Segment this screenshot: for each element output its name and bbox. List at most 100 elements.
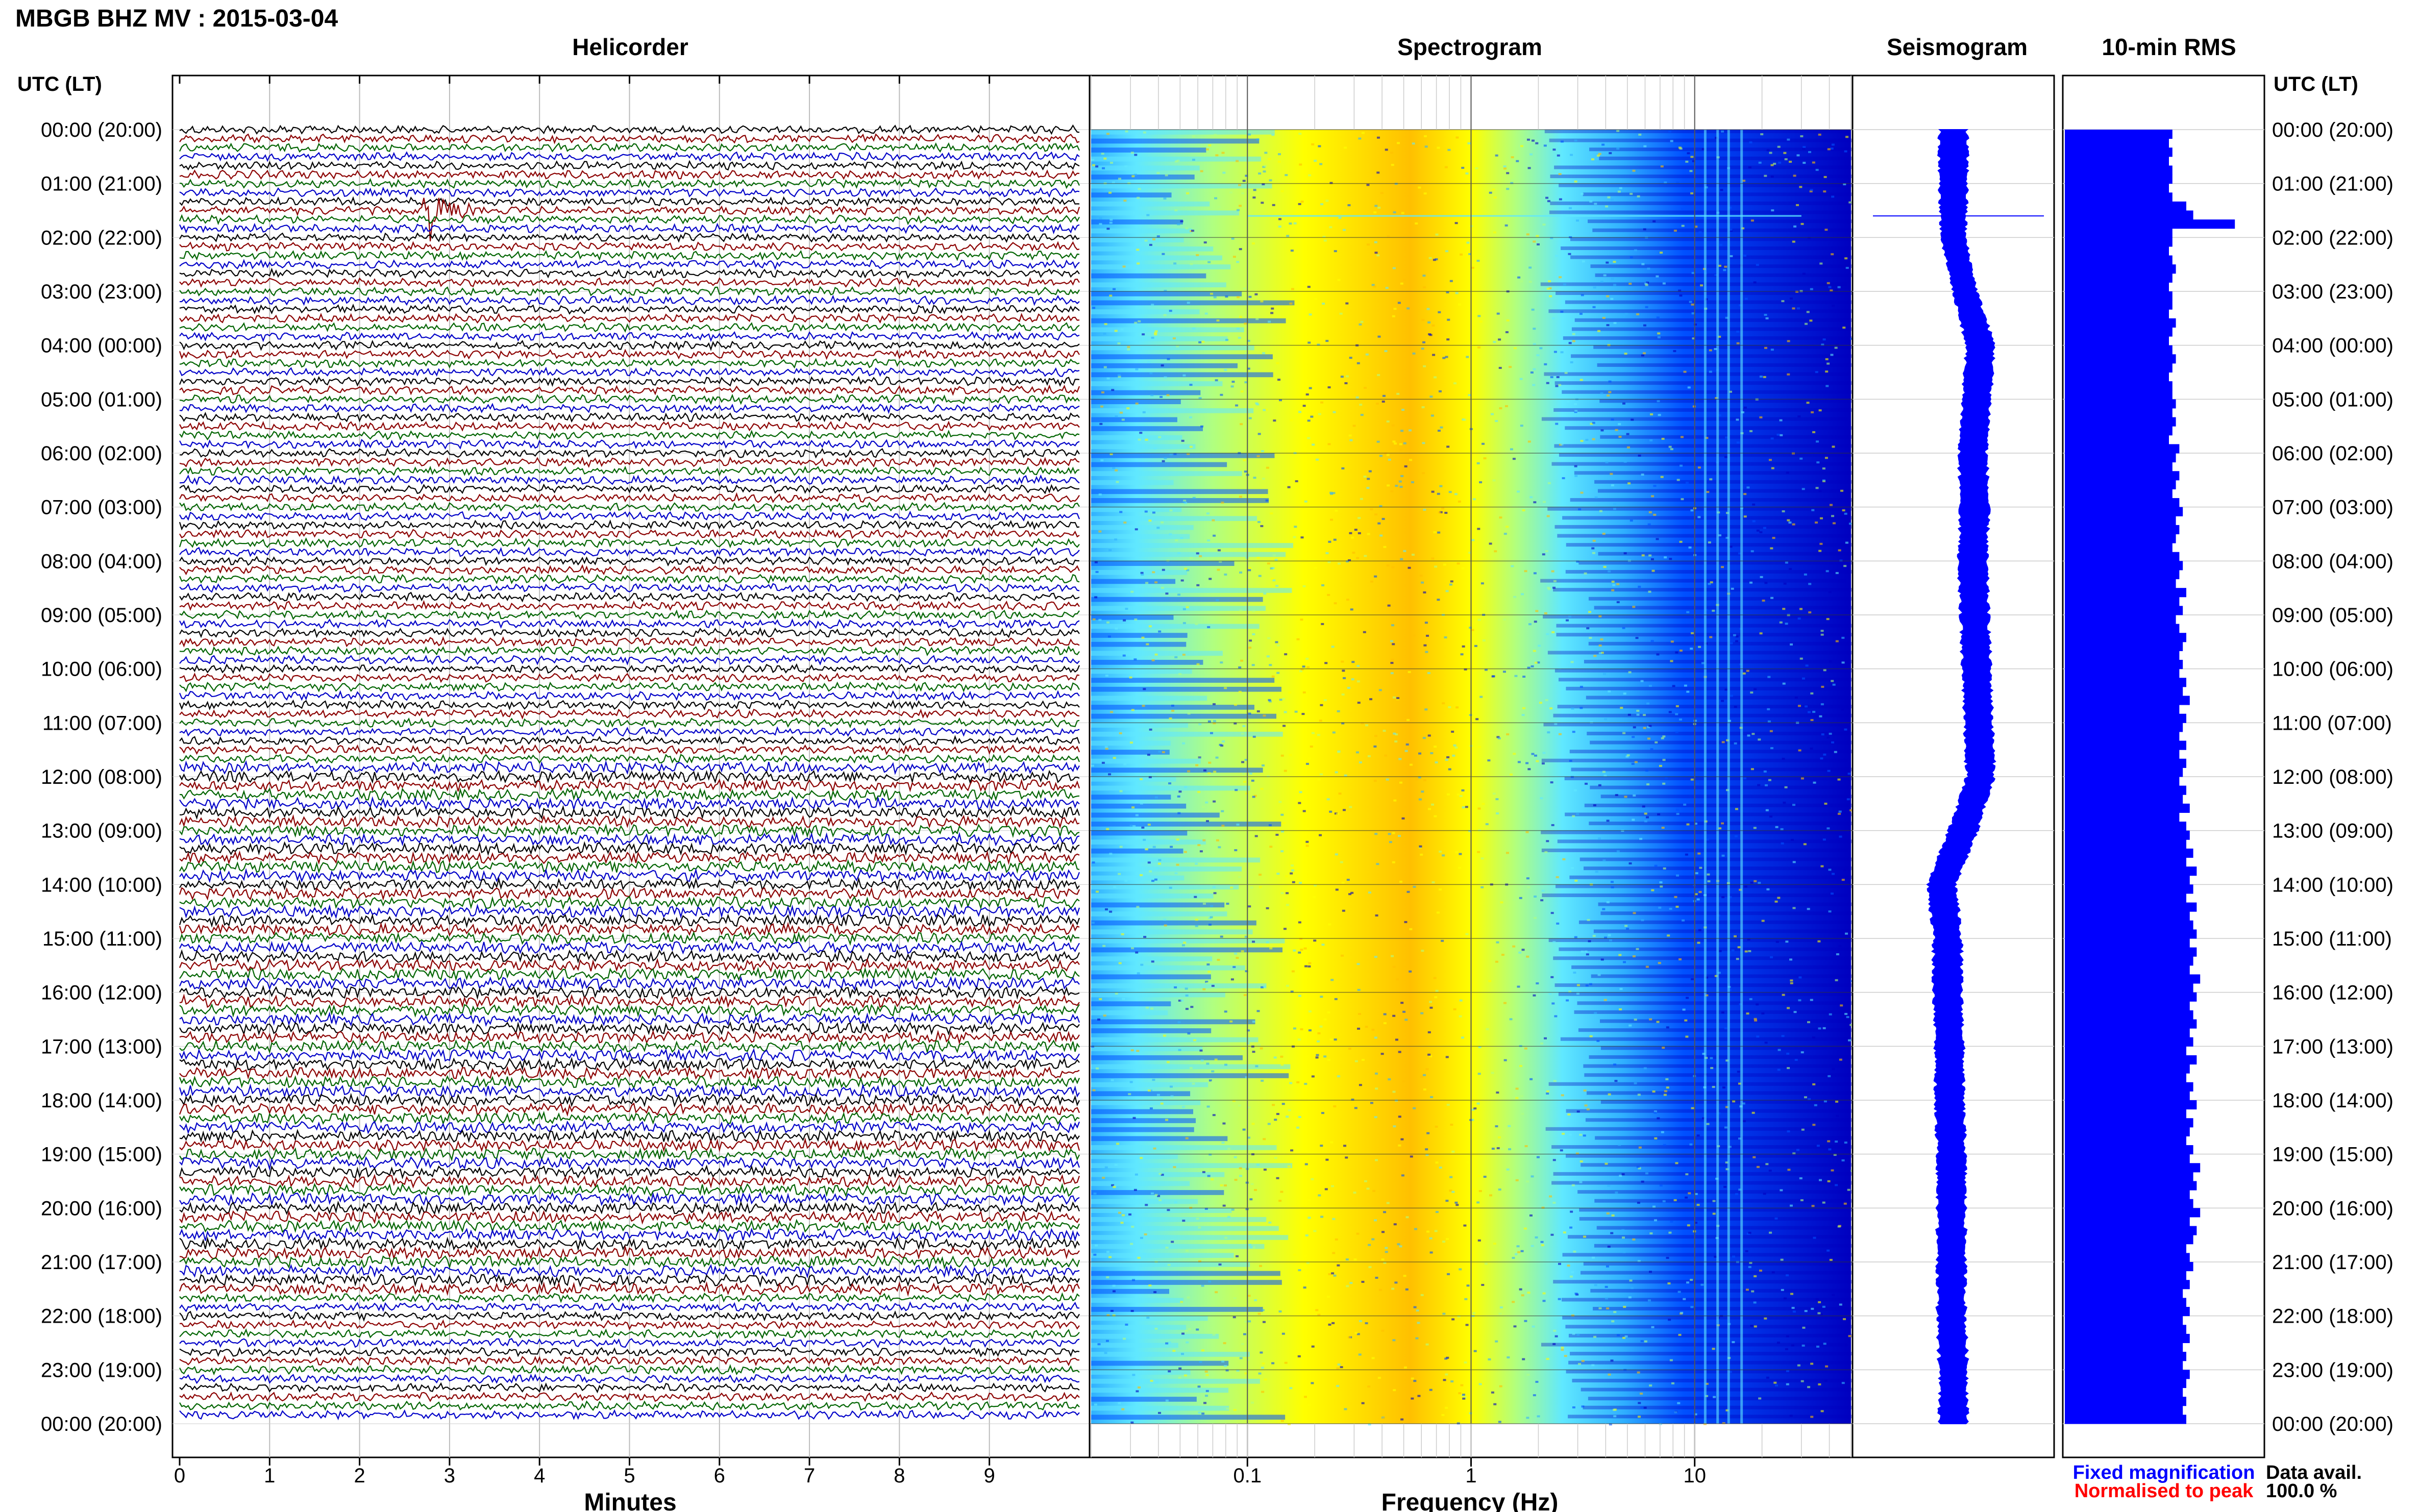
- spectrogram-speckle: [1621, 1173, 1625, 1176]
- spectrogram-speckle: [1149, 372, 1153, 375]
- spectrogram-speckle: [1574, 879, 1578, 882]
- spectrogram-speckle: [1667, 1282, 1671, 1285]
- spectrogram-speckle: [1810, 999, 1813, 1001]
- spectrogram-speckle: [1423, 779, 1426, 781]
- spectrogram-speckle: [1517, 276, 1521, 279]
- spectrogram-speckle: [1116, 1143, 1120, 1145]
- spectrogram-speckle: [1271, 567, 1275, 569]
- spectrogram-speckle: [1175, 539, 1178, 541]
- spectrogram-speckle: [1094, 596, 1098, 599]
- spectrogram-speckle: [1613, 508, 1616, 510]
- spectrogram-speckle: [1366, 184, 1370, 186]
- spectrogram-speckle: [1304, 1083, 1307, 1085]
- rms-bar: [2065, 426, 2173, 436]
- time-label-right: 17:00 (13:00): [2272, 1035, 2393, 1058]
- rms-bar: [2065, 1046, 2186, 1056]
- spectrogram-speckle: [1486, 1028, 1489, 1030]
- spectrogram-speckle: [1286, 892, 1289, 895]
- spectrogram-speckle: [1566, 400, 1570, 403]
- spectrogram-speckle: [1208, 924, 1212, 926]
- spectrogram-speckle: [1735, 808, 1738, 810]
- spectrogram-speckle: [1299, 882, 1302, 884]
- spectrogram-speckle: [1241, 950, 1244, 953]
- spectrogram-speckle: [1291, 970, 1295, 973]
- spectrogram-speckle: [1346, 560, 1349, 563]
- spectrogram-speckle: [1303, 1263, 1306, 1266]
- spectrogram-speckle: [1140, 802, 1143, 805]
- spectrogram-speckle: [1533, 1394, 1536, 1397]
- spectrogram-speckle: [1222, 1204, 1226, 1207]
- spectrogram-speckle: [1125, 608, 1128, 610]
- spectrogram-speckle: [1173, 453, 1177, 455]
- rms-title: 10-min RMS: [2102, 34, 2236, 60]
- spectrogram-speckle: [1841, 708, 1844, 711]
- spectrogram-speckle: [1248, 712, 1251, 715]
- helicorder-trace-row: [179, 1254, 1080, 1270]
- rms-bar: [2065, 1019, 2197, 1029]
- spectrogram-speckle: [1756, 264, 1759, 266]
- spectrogram-speckle: [1164, 289, 1167, 292]
- spectrogram-speckle: [1205, 1390, 1209, 1392]
- helicorder-trace-row: [179, 717, 1080, 729]
- spectrogram-speckle: [1246, 1029, 1250, 1032]
- spectrogram-speckle: [1449, 1176, 1453, 1178]
- spectrogram-speckle: [1247, 339, 1250, 342]
- spectrogram-speckle: [1222, 171, 1226, 174]
- spectrogram-speckle: [1104, 323, 1107, 326]
- spectrogram-speckle: [1505, 852, 1509, 854]
- spectrogram-speckle: [1848, 1335, 1852, 1337]
- spectrogram-speckle: [1305, 827, 1309, 830]
- spectrogram-speckle: [1253, 477, 1256, 479]
- spectrogram-speckle: [1222, 740, 1225, 742]
- spectrogram-speckle: [1834, 751, 1837, 753]
- spectrogram-speckle: [1787, 1007, 1790, 1009]
- spectrogram-speckle: [1337, 1264, 1340, 1267]
- spectrogram-speckle: [1569, 1226, 1573, 1229]
- spectrogram-speckle: [1824, 229, 1828, 231]
- spectrogram-speckle: [1827, 1140, 1831, 1143]
- spectrogram-speckle: [1477, 807, 1481, 810]
- spectrogram-speckle: [1307, 437, 1311, 439]
- spectrogram-speckle: [1820, 1410, 1824, 1412]
- spectrogram-low-freq-strip: [1091, 1333, 1219, 1339]
- spectrogram-speckle: [1259, 1265, 1263, 1267]
- spectrogram-speckle: [1493, 341, 1496, 343]
- spectrogram-speckle: [1204, 1207, 1208, 1210]
- spectrogram-speckle: [1131, 709, 1134, 711]
- spectrogram-speckle: [1266, 944, 1270, 947]
- spectrogram-speckle: [1137, 262, 1140, 265]
- spectrogram-speckle: [1439, 888, 1442, 891]
- spectrogram-speckle: [1245, 970, 1248, 973]
- spectrogram-low-freq-strip: [1091, 130, 1275, 135]
- spectrogram-speckle: [1749, 1261, 1752, 1264]
- spectrogram-speckle: [1454, 493, 1458, 495]
- spectrogram-speckle: [1424, 145, 1428, 148]
- spectrogram-speckle: [1804, 573, 1807, 576]
- spectrogram-speckle: [1666, 1026, 1669, 1029]
- spectrogram-speckle: [1692, 160, 1695, 162]
- utc-label-right: UTC (LT): [2274, 73, 2358, 95]
- spectrogram-speckle: [1561, 1094, 1564, 1097]
- spectrogram-speckle: [1797, 617, 1801, 620]
- spectrogram-speckle: [1329, 226, 1332, 229]
- spectrogram-speckle: [1480, 1382, 1484, 1385]
- spectrogram-speckle: [1206, 963, 1210, 966]
- spectrogram-speckle: [1567, 1265, 1570, 1267]
- spectrogram-speckle: [1743, 255, 1747, 257]
- spectrogram-speckle: [1816, 1345, 1819, 1348]
- spectrogram-speckle: [1368, 1423, 1371, 1426]
- spectrogram-speckle: [1455, 292, 1459, 294]
- spectrogram-speckle: [1243, 287, 1246, 290]
- spectrogram-speckle: [1105, 748, 1108, 750]
- spectrogram-speckle: [1644, 812, 1647, 815]
- spectrogram-high-freq-strip: [1595, 273, 1902, 277]
- spectrogram-speckle: [1357, 702, 1361, 704]
- spectrogram-low-freq-strip: [1091, 713, 1276, 719]
- spectrogram-speckle: [1298, 802, 1301, 804]
- spectrogram-speckle: [1520, 1095, 1523, 1097]
- spectrogram-speckle: [1641, 919, 1644, 922]
- spectrogram-speckle: [1401, 1174, 1404, 1177]
- spectrogram-speckle: [1835, 1141, 1838, 1143]
- spectrogram-speckle: [1847, 773, 1851, 775]
- spectrogram-speckle: [1685, 853, 1688, 856]
